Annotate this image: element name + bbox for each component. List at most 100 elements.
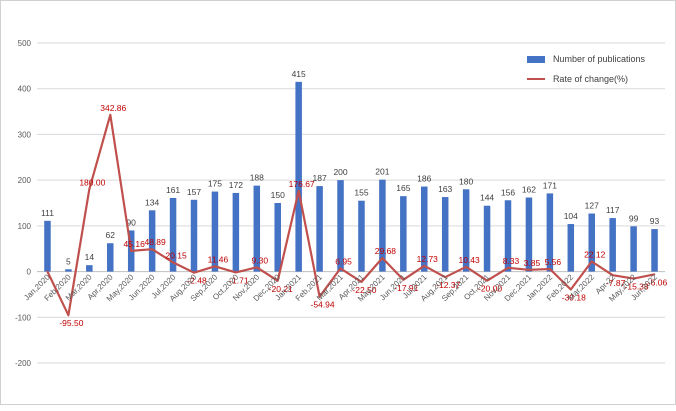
legend-label-publications: Number of publications (552, 54, 645, 64)
line-point (507, 266, 509, 269)
line-point (67, 314, 70, 317)
bar-data-label: 162 (522, 185, 536, 195)
bar-data-label: 201 (375, 167, 389, 177)
bar-data-label: 134 (145, 197, 159, 207)
line-point (172, 261, 174, 264)
y-tick-label: -200 (15, 359, 32, 368)
bar (107, 243, 114, 272)
line-point (381, 257, 384, 259)
line-point (109, 114, 112, 116)
line-point (465, 266, 467, 268)
line-data-label: -7.87 (606, 278, 626, 288)
line-point (486, 279, 488, 282)
bar (400, 196, 407, 272)
line-data-label: 20.15 (165, 250, 187, 260)
line-data-label: -22.50 (352, 285, 376, 295)
line-data-label: 5.56 (545, 257, 562, 267)
bar-data-label: 155 (354, 188, 368, 198)
line-point (360, 281, 363, 283)
line-point (549, 268, 551, 270)
bar-data-label: 117 (606, 205, 620, 215)
line-data-labels: -95.50 180.00 342.86 45.16 48.89 20.15 -2.48 11… (59, 103, 667, 328)
bar-data-label: 200 (333, 167, 347, 177)
bar (630, 226, 637, 272)
line-series (46, 113, 656, 317)
y-tick-label: 100 (18, 222, 32, 231)
line-point (276, 280, 279, 282)
line-point (402, 278, 405, 281)
bar-data-label: 99 (629, 213, 639, 223)
y-tick-label: 300 (18, 130, 32, 139)
bar-data-label: 5 (66, 256, 71, 266)
line-point (570, 288, 572, 291)
line-data-label: 12.73 (417, 254, 439, 264)
line-point (193, 271, 195, 274)
line-point (339, 267, 342, 270)
bar (169, 197, 177, 272)
line-data-label: 10.43 (458, 255, 480, 265)
bar (379, 179, 386, 272)
line-data-label: 342.86 (100, 103, 126, 113)
bar-data-label: 93 (650, 216, 660, 226)
bar (546, 193, 554, 272)
bar (358, 200, 365, 272)
line-data-label: -6.06 (648, 277, 668, 287)
bar-data-label: 111 (41, 208, 54, 218)
bar (295, 81, 302, 272)
line-data-label: 180.00 (79, 177, 105, 187)
bar (567, 224, 575, 272)
bar (190, 199, 198, 272)
legend-item-publications: Number of publications (526, 49, 645, 69)
line-point (423, 264, 426, 267)
bar (232, 192, 240, 272)
bar-data-label: 127 (585, 201, 599, 211)
y-tick-label: 200 (18, 176, 32, 185)
line-data-label: 11.46 (208, 254, 229, 264)
bar (609, 218, 616, 272)
bar-data-label: 175 (208, 179, 222, 189)
bar (211, 191, 219, 272)
line-data-label: -17.91 (394, 283, 418, 293)
line-point (590, 260, 593, 263)
bar-data-label: 188 (250, 173, 264, 183)
line-data-label: -20.00 (478, 284, 502, 294)
line-data-label: -1.71 (229, 275, 249, 285)
line-point (318, 295, 321, 298)
line-data-label: -12.37 (436, 280, 460, 290)
line-point (151, 248, 153, 251)
line-point (88, 188, 91, 191)
bar (441, 197, 449, 272)
bar (483, 205, 491, 272)
bar (651, 229, 658, 272)
bar-data-label: 156 (501, 187, 515, 197)
bar (504, 200, 512, 272)
bar (462, 189, 470, 272)
bar-data-label: 14 (85, 252, 95, 262)
y-tick-label: 0 (27, 268, 32, 277)
line-point (653, 273, 656, 276)
legend-bar-swatch (526, 55, 545, 63)
bar (253, 185, 261, 272)
bar (316, 186, 323, 272)
bar-data-label: 187 (313, 173, 327, 183)
bar (421, 186, 428, 272)
bar-data-label: 161 (166, 185, 180, 195)
bar-data-label: 415 (292, 69, 306, 79)
bar (148, 210, 156, 272)
bar (274, 203, 281, 272)
legend-line-swatch (526, 78, 545, 80)
line-point (632, 277, 635, 280)
bar-data-label: 150 (271, 190, 285, 200)
y-tick-label: 500 (18, 39, 32, 48)
bar (86, 265, 93, 272)
bar-data-labels: 111 5 14 62 90 134 161 157 175 172 188 150 415 187 200… (41, 69, 660, 266)
line-point (256, 266, 258, 269)
y-tick-label: -100 (15, 313, 32, 322)
line-data-label: 48.89 (144, 237, 166, 247)
line-data-label: -95.50 (59, 318, 83, 328)
rate-line (46, 113, 655, 317)
bar-data-label: 157 (187, 187, 201, 197)
bar-data-label: 165 (396, 183, 410, 193)
